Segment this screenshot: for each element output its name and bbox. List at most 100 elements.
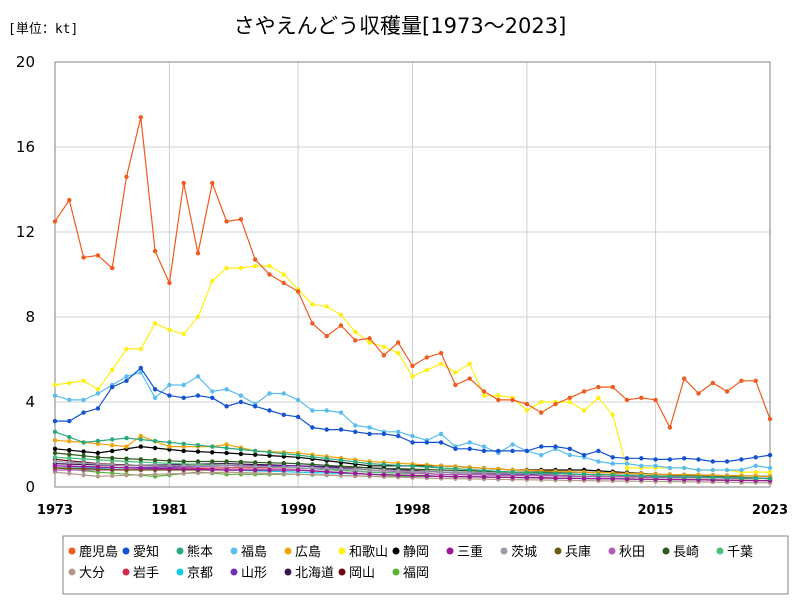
data-point (238, 447, 244, 452)
data-point (253, 404, 258, 409)
data-point (181, 459, 186, 464)
data-point (195, 443, 201, 448)
data-point (181, 331, 186, 337)
x-tick-label: 1990 (280, 503, 316, 518)
data-point (510, 475, 515, 480)
data-point (138, 346, 143, 352)
data-point (295, 289, 301, 294)
data-point (281, 461, 286, 466)
data-point (324, 408, 329, 413)
data-point (167, 382, 172, 388)
data-point (710, 467, 715, 473)
data-point (210, 450, 215, 455)
data-point (510, 397, 515, 403)
data-point (238, 217, 244, 222)
data-point (81, 461, 86, 466)
data-point (581, 408, 587, 413)
data-point (67, 434, 72, 440)
data-point (67, 418, 72, 424)
data-point (295, 397, 301, 403)
data-point (381, 472, 387, 477)
data-point (210, 459, 215, 464)
data-point (396, 433, 401, 439)
legend-entry: 千葉 (727, 545, 753, 560)
data-point (210, 444, 215, 449)
data-point (367, 340, 372, 345)
data-point (367, 467, 372, 473)
data-point (267, 467, 272, 473)
data-point (224, 445, 229, 451)
data-point (539, 399, 544, 405)
data-point (338, 427, 344, 432)
data-point (110, 465, 115, 470)
data-point (653, 457, 658, 462)
data-point (539, 475, 544, 481)
data-point (181, 448, 186, 454)
data-point (67, 464, 72, 469)
series-鹿児島 (52, 115, 773, 430)
data-point (324, 472, 329, 478)
data-point (438, 440, 444, 445)
series-愛知 (52, 365, 773, 464)
data-point (67, 460, 72, 465)
data-point (739, 378, 744, 383)
data-point (396, 468, 401, 474)
data-point (338, 410, 344, 415)
data-point (253, 257, 258, 262)
data-point (438, 431, 444, 437)
legend-marker (446, 547, 454, 555)
data-point (639, 473, 644, 479)
data-point (481, 393, 487, 398)
data-point (367, 425, 372, 430)
data-point (295, 467, 301, 473)
data-point (453, 370, 458, 375)
data-point (553, 471, 558, 476)
data-point (481, 448, 487, 454)
data-point (295, 452, 301, 458)
data-point (610, 412, 615, 417)
y-tick-label: 16 (16, 138, 35, 156)
data-point (396, 340, 401, 345)
data-point (195, 459, 201, 464)
data-point (152, 321, 158, 326)
data-point (453, 466, 458, 471)
data-point (510, 448, 515, 454)
data-point (67, 439, 72, 444)
data-point (52, 418, 58, 424)
y-tick-label: 8 (25, 308, 35, 326)
legend-marker (500, 547, 508, 555)
data-point (353, 459, 358, 465)
data-point (353, 429, 358, 434)
data-point (81, 410, 86, 415)
legend-entry: 愛知 (133, 544, 159, 560)
data-point (581, 452, 587, 458)
data-point (524, 401, 530, 407)
data-point (238, 399, 244, 405)
data-point (682, 376, 687, 381)
legend-marker (554, 547, 562, 555)
data-point (167, 280, 172, 286)
data-point (210, 180, 215, 186)
data-point (653, 463, 658, 468)
legend-entry: 長崎 (673, 545, 699, 560)
data-point (267, 471, 272, 476)
legend-entry: 大分 (79, 566, 105, 581)
data-point (410, 469, 415, 474)
data-point (410, 464, 415, 469)
data-point (753, 476, 758, 481)
data-point (267, 460, 272, 465)
data-point (467, 467, 472, 472)
legend-marker (230, 568, 238, 576)
data-point (181, 395, 186, 400)
data-point (110, 473, 115, 478)
data-point (138, 370, 143, 375)
data-point (739, 475, 744, 481)
data-point (281, 451, 286, 456)
data-point (696, 457, 701, 462)
legend-entry: 山形 (241, 566, 267, 581)
data-point (81, 255, 86, 260)
data-point (624, 476, 630, 482)
data-point (81, 397, 86, 403)
data-point (124, 374, 129, 379)
data-point (639, 477, 644, 482)
